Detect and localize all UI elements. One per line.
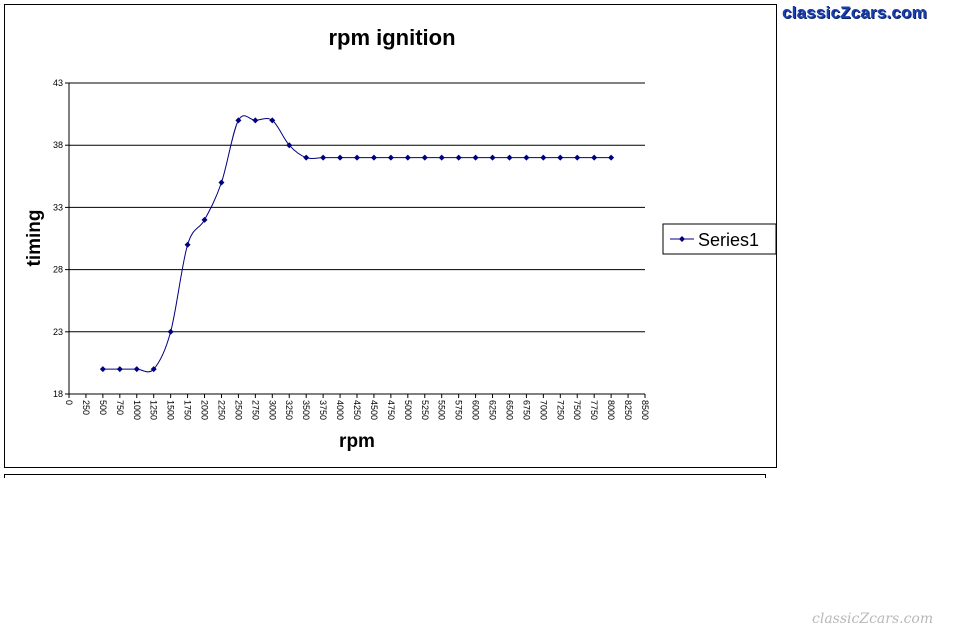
x-tick-label: 6000 [471, 400, 481, 420]
data-point [252, 117, 259, 124]
y-tick-label: 18 [53, 389, 63, 399]
data-point [387, 154, 394, 161]
data-point [438, 154, 445, 161]
data-point [404, 154, 411, 161]
data-point [184, 241, 191, 248]
x-axis-label: rpm [339, 431, 375, 452]
data-point [303, 154, 310, 161]
x-tick-label: 4500 [369, 400, 379, 420]
x-tick-label: 5750 [454, 400, 464, 420]
watermark-bottom: classicZcars.com [812, 611, 934, 627]
bottom-rule [4, 474, 766, 478]
data-point [320, 154, 327, 161]
x-tick-label: 7250 [555, 400, 565, 420]
series-line [102, 115, 612, 373]
data-point [557, 154, 564, 161]
data-point [286, 142, 293, 149]
data-point [150, 366, 157, 373]
data-point [337, 154, 344, 161]
y-tick-label: 28 [53, 265, 63, 275]
data-point [370, 154, 377, 161]
data-point [506, 154, 513, 161]
x-tick-label: 1250 [149, 400, 159, 420]
y-tick-label: 33 [53, 202, 63, 212]
x-tick-label: 1750 [183, 400, 193, 420]
x-tick-label: 8500 [640, 400, 650, 420]
x-tick-label: 6750 [521, 400, 531, 420]
x-tick-label: 750 [115, 400, 125, 415]
data-point [608, 154, 615, 161]
legend-box [662, 223, 777, 255]
x-tick-label: 250 [81, 400, 91, 415]
y-tick-label: 43 [53, 78, 63, 88]
data-point [591, 154, 598, 161]
x-tick-label: 4750 [386, 400, 396, 420]
x-tick-label: 3500 [301, 400, 311, 420]
x-tick-label: 0 [64, 400, 74, 405]
x-tick-label: 5000 [403, 400, 413, 420]
data-point [523, 154, 530, 161]
x-tick-label: 8000 [606, 400, 616, 420]
x-tick-label: 1000 [132, 400, 142, 420]
y-tick-label: 23 [53, 327, 63, 337]
x-tick-label: 3750 [318, 400, 328, 420]
x-tick-label: 2750 [250, 400, 260, 420]
x-tick-label: 5500 [437, 400, 447, 420]
x-tick-label: 3250 [284, 400, 294, 420]
data-point [218, 179, 225, 186]
data-point [574, 154, 581, 161]
data-point [133, 366, 140, 373]
x-tick-label: 2000 [200, 400, 210, 420]
watermark-top: classicZcars.com [782, 3, 927, 22]
x-tick-label: 8250 [623, 400, 633, 420]
data-point [116, 366, 123, 373]
data-point [99, 366, 106, 373]
x-tick-label: 2250 [216, 400, 226, 420]
chart-title: rpm ignition [328, 25, 455, 50]
x-tick-label: 5250 [420, 400, 430, 420]
x-tick-label: 3000 [267, 400, 277, 420]
x-tick-label: 1500 [166, 400, 176, 420]
data-point [489, 154, 496, 161]
x-tick-label: 7750 [589, 400, 599, 420]
legend-label: Series1 [698, 230, 759, 250]
data-point [269, 117, 276, 124]
data-point [455, 154, 462, 161]
y-tick-label: 38 [53, 140, 63, 150]
legend-marker [679, 236, 685, 242]
x-tick-label: 6500 [504, 400, 514, 420]
x-tick-label: 500 [98, 400, 108, 415]
x-tick-label: 4250 [352, 400, 362, 420]
x-tick-label: 6250 [488, 400, 498, 420]
x-tick-label: 2500 [233, 400, 243, 420]
data-point [354, 154, 360, 161]
chart-frame [4, 4, 777, 468]
data-point [472, 154, 479, 161]
x-tick-label: 4000 [335, 400, 345, 420]
data-point [201, 216, 208, 223]
data-point [167, 328, 174, 335]
data-point [421, 154, 428, 161]
y-axis-label: timing [24, 210, 45, 267]
x-tick-label: 7500 [572, 400, 582, 420]
data-point [540, 154, 547, 161]
data-point [235, 117, 242, 124]
x-tick-label: 7000 [538, 400, 548, 420]
